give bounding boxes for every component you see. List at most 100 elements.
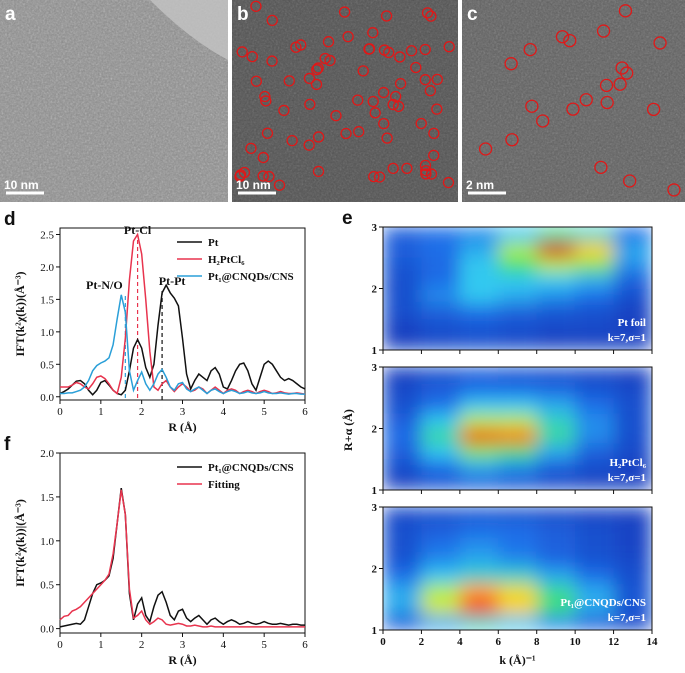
x-axis-label: k (Å)⁻¹ — [499, 653, 536, 667]
contour-cell — [613, 568, 652, 584]
scale-bar-label: 10 nm — [236, 178, 271, 192]
micrograph-texture — [232, 0, 458, 202]
legend-label: Pt₁@CNQDs/CNS — [208, 271, 294, 283]
y-axis-label: R+α (Å) — [341, 409, 355, 451]
contour-cell — [459, 413, 499, 429]
contour-cell — [459, 303, 499, 320]
contour-cell — [459, 599, 499, 615]
contour-cell — [498, 257, 537, 274]
marker-circle — [563, 33, 577, 48]
marker-circle — [653, 36, 667, 50]
contour-cell — [536, 599, 576, 615]
contour-cell — [383, 227, 422, 243]
marker-circle — [600, 95, 614, 110]
contour-cell — [536, 334, 576, 350]
y-tick-label: 1.5 — [40, 492, 54, 504]
contour-cell — [536, 428, 576, 444]
y-axis-label: IFT(k²χ(k))(Å⁻³) — [13, 271, 27, 356]
micrograph-texture — [462, 0, 685, 202]
marker-circle — [380, 10, 393, 22]
contour-cell — [383, 303, 422, 320]
y-tick-label: 3 — [372, 502, 378, 514]
x-tick-label: 10 — [570, 636, 582, 648]
contour-cell — [498, 382, 537, 398]
contour-cell — [613, 257, 652, 274]
marker-circle — [579, 93, 593, 107]
marker-circle — [505, 133, 519, 147]
marker-circle — [330, 110, 342, 122]
marker-circle — [250, 75, 262, 87]
marker-circle — [245, 142, 257, 154]
contour-cell — [536, 227, 576, 243]
marker-circle — [425, 168, 438, 180]
contour-cell — [498, 474, 537, 490]
series-line — [60, 294, 305, 395]
contour-cell — [459, 583, 499, 600]
marker-circle — [623, 174, 637, 188]
marker-circle — [618, 4, 633, 18]
contour-cell — [575, 382, 614, 398]
contour-cell — [575, 614, 614, 630]
y-tick-label: 0.0 — [40, 624, 54, 636]
contour-cell — [459, 319, 499, 335]
contour-cell — [536, 397, 576, 414]
marker-circle — [389, 90, 402, 103]
marker-circle — [419, 74, 431, 86]
contour-cell — [383, 242, 422, 258]
marker-circle — [278, 104, 290, 117]
contour-cell — [498, 397, 537, 414]
y-tick-label: 1 — [372, 485, 378, 497]
x-tick-label: 4 — [457, 636, 463, 648]
marker-circle — [340, 127, 352, 140]
marker-circle — [646, 102, 661, 117]
contour-cell — [536, 303, 576, 320]
contour-cell — [498, 288, 537, 304]
marker-circle — [257, 151, 269, 164]
plot-frame — [59, 227, 306, 401]
contour-cell — [383, 583, 422, 600]
contour-cell — [383, 568, 422, 584]
marker-circle — [377, 86, 390, 99]
contour-cell — [459, 382, 499, 398]
y-tick-label: 0.0 — [40, 392, 54, 404]
contour-cell — [575, 568, 614, 584]
marker-circle — [431, 103, 443, 115]
contour-cell — [421, 568, 460, 584]
marker-circle — [303, 139, 315, 151]
contour-cell — [536, 583, 576, 600]
y-axis-label: IFT(k²χ(k))|(Å⁻³) — [13, 499, 27, 587]
marker-circle — [312, 165, 325, 178]
contour-cell — [421, 367, 460, 383]
contour-cell — [498, 227, 537, 243]
marker-circle — [596, 24, 611, 38]
marker-circle — [286, 134, 298, 147]
marker-circle — [599, 78, 614, 93]
marker-circle — [419, 43, 431, 56]
contour-cell — [536, 257, 576, 274]
marker-circle — [338, 6, 351, 18]
contour-cell — [613, 288, 652, 304]
marker-circle — [283, 75, 295, 87]
contour-cell — [498, 522, 537, 538]
contour-cell — [383, 507, 422, 523]
x-tick-label: 3 — [180, 639, 186, 651]
contour-plot — [383, 507, 652, 630]
contour-cell — [575, 242, 614, 258]
contour-cell — [613, 367, 652, 383]
y-tick-label: 2 — [372, 564, 378, 576]
x-axis-label: R (Å) — [168, 653, 196, 667]
contour-cell — [575, 413, 614, 429]
y-tick-label: 2.5 — [40, 229, 54, 241]
contour-cell — [536, 507, 576, 523]
marker-circle — [428, 127, 440, 140]
series-line — [59, 283, 306, 396]
y-tick-label: 0.5 — [40, 359, 54, 371]
panel-label: a — [5, 4, 16, 25]
marker-circle — [401, 162, 413, 174]
plot-params: k=7,σ=1 — [608, 472, 646, 484]
marker-circle — [257, 170, 269, 182]
contour-cell — [383, 319, 422, 335]
marker-circle — [667, 183, 681, 197]
contour-cell — [498, 273, 537, 289]
